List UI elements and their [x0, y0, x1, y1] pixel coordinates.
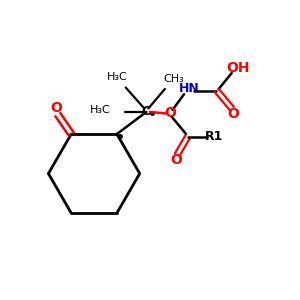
Text: R1: R1 [205, 130, 223, 143]
Text: O: O [164, 106, 176, 120]
Text: O: O [51, 100, 62, 115]
Text: C: C [142, 105, 151, 119]
Text: O: O [227, 107, 239, 121]
Text: H₃C: H₃C [90, 105, 111, 115]
Text: HN: HN [178, 82, 200, 95]
Text: CH₃: CH₃ [163, 74, 184, 84]
Text: H₃C: H₃C [106, 73, 127, 82]
Text: OH: OH [227, 61, 250, 75]
Text: O: O [170, 153, 182, 167]
